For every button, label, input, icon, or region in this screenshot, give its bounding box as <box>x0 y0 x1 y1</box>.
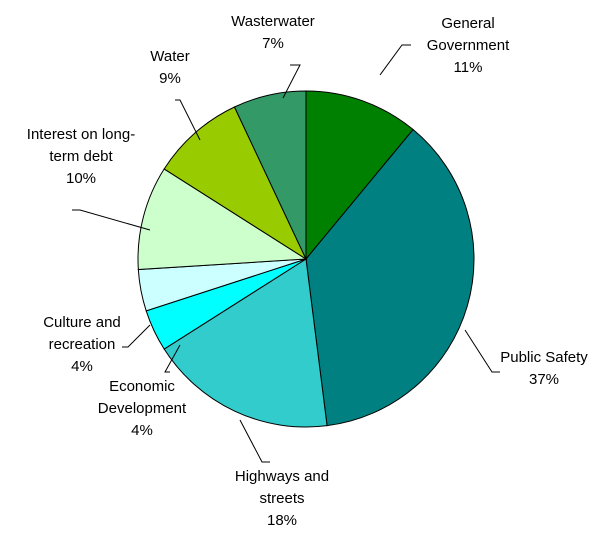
slice-name-label: Government <box>427 37 510 54</box>
pie-slice <box>137 168 308 271</box>
slice-percent-label: 11% <box>454 59 483 76</box>
slice-name-label: Water <box>150 48 189 65</box>
slice-percent-label: 37% <box>529 371 559 388</box>
slice-name-label: General <box>441 15 494 32</box>
leader-line <box>282 64 301 99</box>
slice-label: Culture and recreation 4% <box>43 314 121 375</box>
leader-line <box>72 209 151 231</box>
pie-slice <box>163 258 328 428</box>
slice-percent-label: 4% <box>131 422 153 439</box>
pie-slice <box>305 128 475 427</box>
slice-name-label: term debt <box>49 148 113 165</box>
slice-name-label: streets <box>259 490 304 507</box>
slice-label: Public Safety 37% <box>500 349 588 388</box>
leader-lines <box>72 44 500 463</box>
leader-line <box>175 99 201 141</box>
slice-label: Highways and streets 18% <box>235 468 329 529</box>
slice-labels: General Government 11% Public Safety 37% High… <box>27 13 588 529</box>
leader-line <box>122 324 151 348</box>
slice-label: General Government 11% <box>427 15 510 76</box>
pie-slice <box>233 90 307 260</box>
slice-percent-label: 9% <box>159 70 181 87</box>
leader-line <box>239 419 270 463</box>
slice-percent-label: 7% <box>262 35 284 52</box>
slice-name-label: Highways and <box>235 468 329 485</box>
slice-name-label: Development <box>98 400 187 417</box>
pie-slice <box>305 90 414 261</box>
leader-line <box>379 44 411 76</box>
slice-name-label: Economic <box>109 378 175 395</box>
slice-name-label: Culture and <box>43 314 121 331</box>
slice-name-label: Interest on long- <box>27 126 135 143</box>
slice-label: Wasterwater 7% <box>231 13 315 52</box>
slice-label: Interest on long-term debt 10% <box>27 126 135 187</box>
slice-name-label: Wasterwater <box>231 13 315 30</box>
leader-line <box>164 344 181 373</box>
pie-slices <box>137 90 475 428</box>
slice-label: Water 9% <box>150 48 189 87</box>
slice-name-label: Public Safety <box>500 349 588 366</box>
slice-percent-label: 4% <box>71 358 93 375</box>
slice-name-label: recreation <box>49 336 116 353</box>
slice-percent-label: 18% <box>267 512 297 529</box>
slice-label: Economic Development 4% <box>98 378 187 439</box>
leader-line <box>464 329 500 373</box>
slice-percent-label: 10% <box>66 170 96 187</box>
pie-slice <box>163 106 308 261</box>
